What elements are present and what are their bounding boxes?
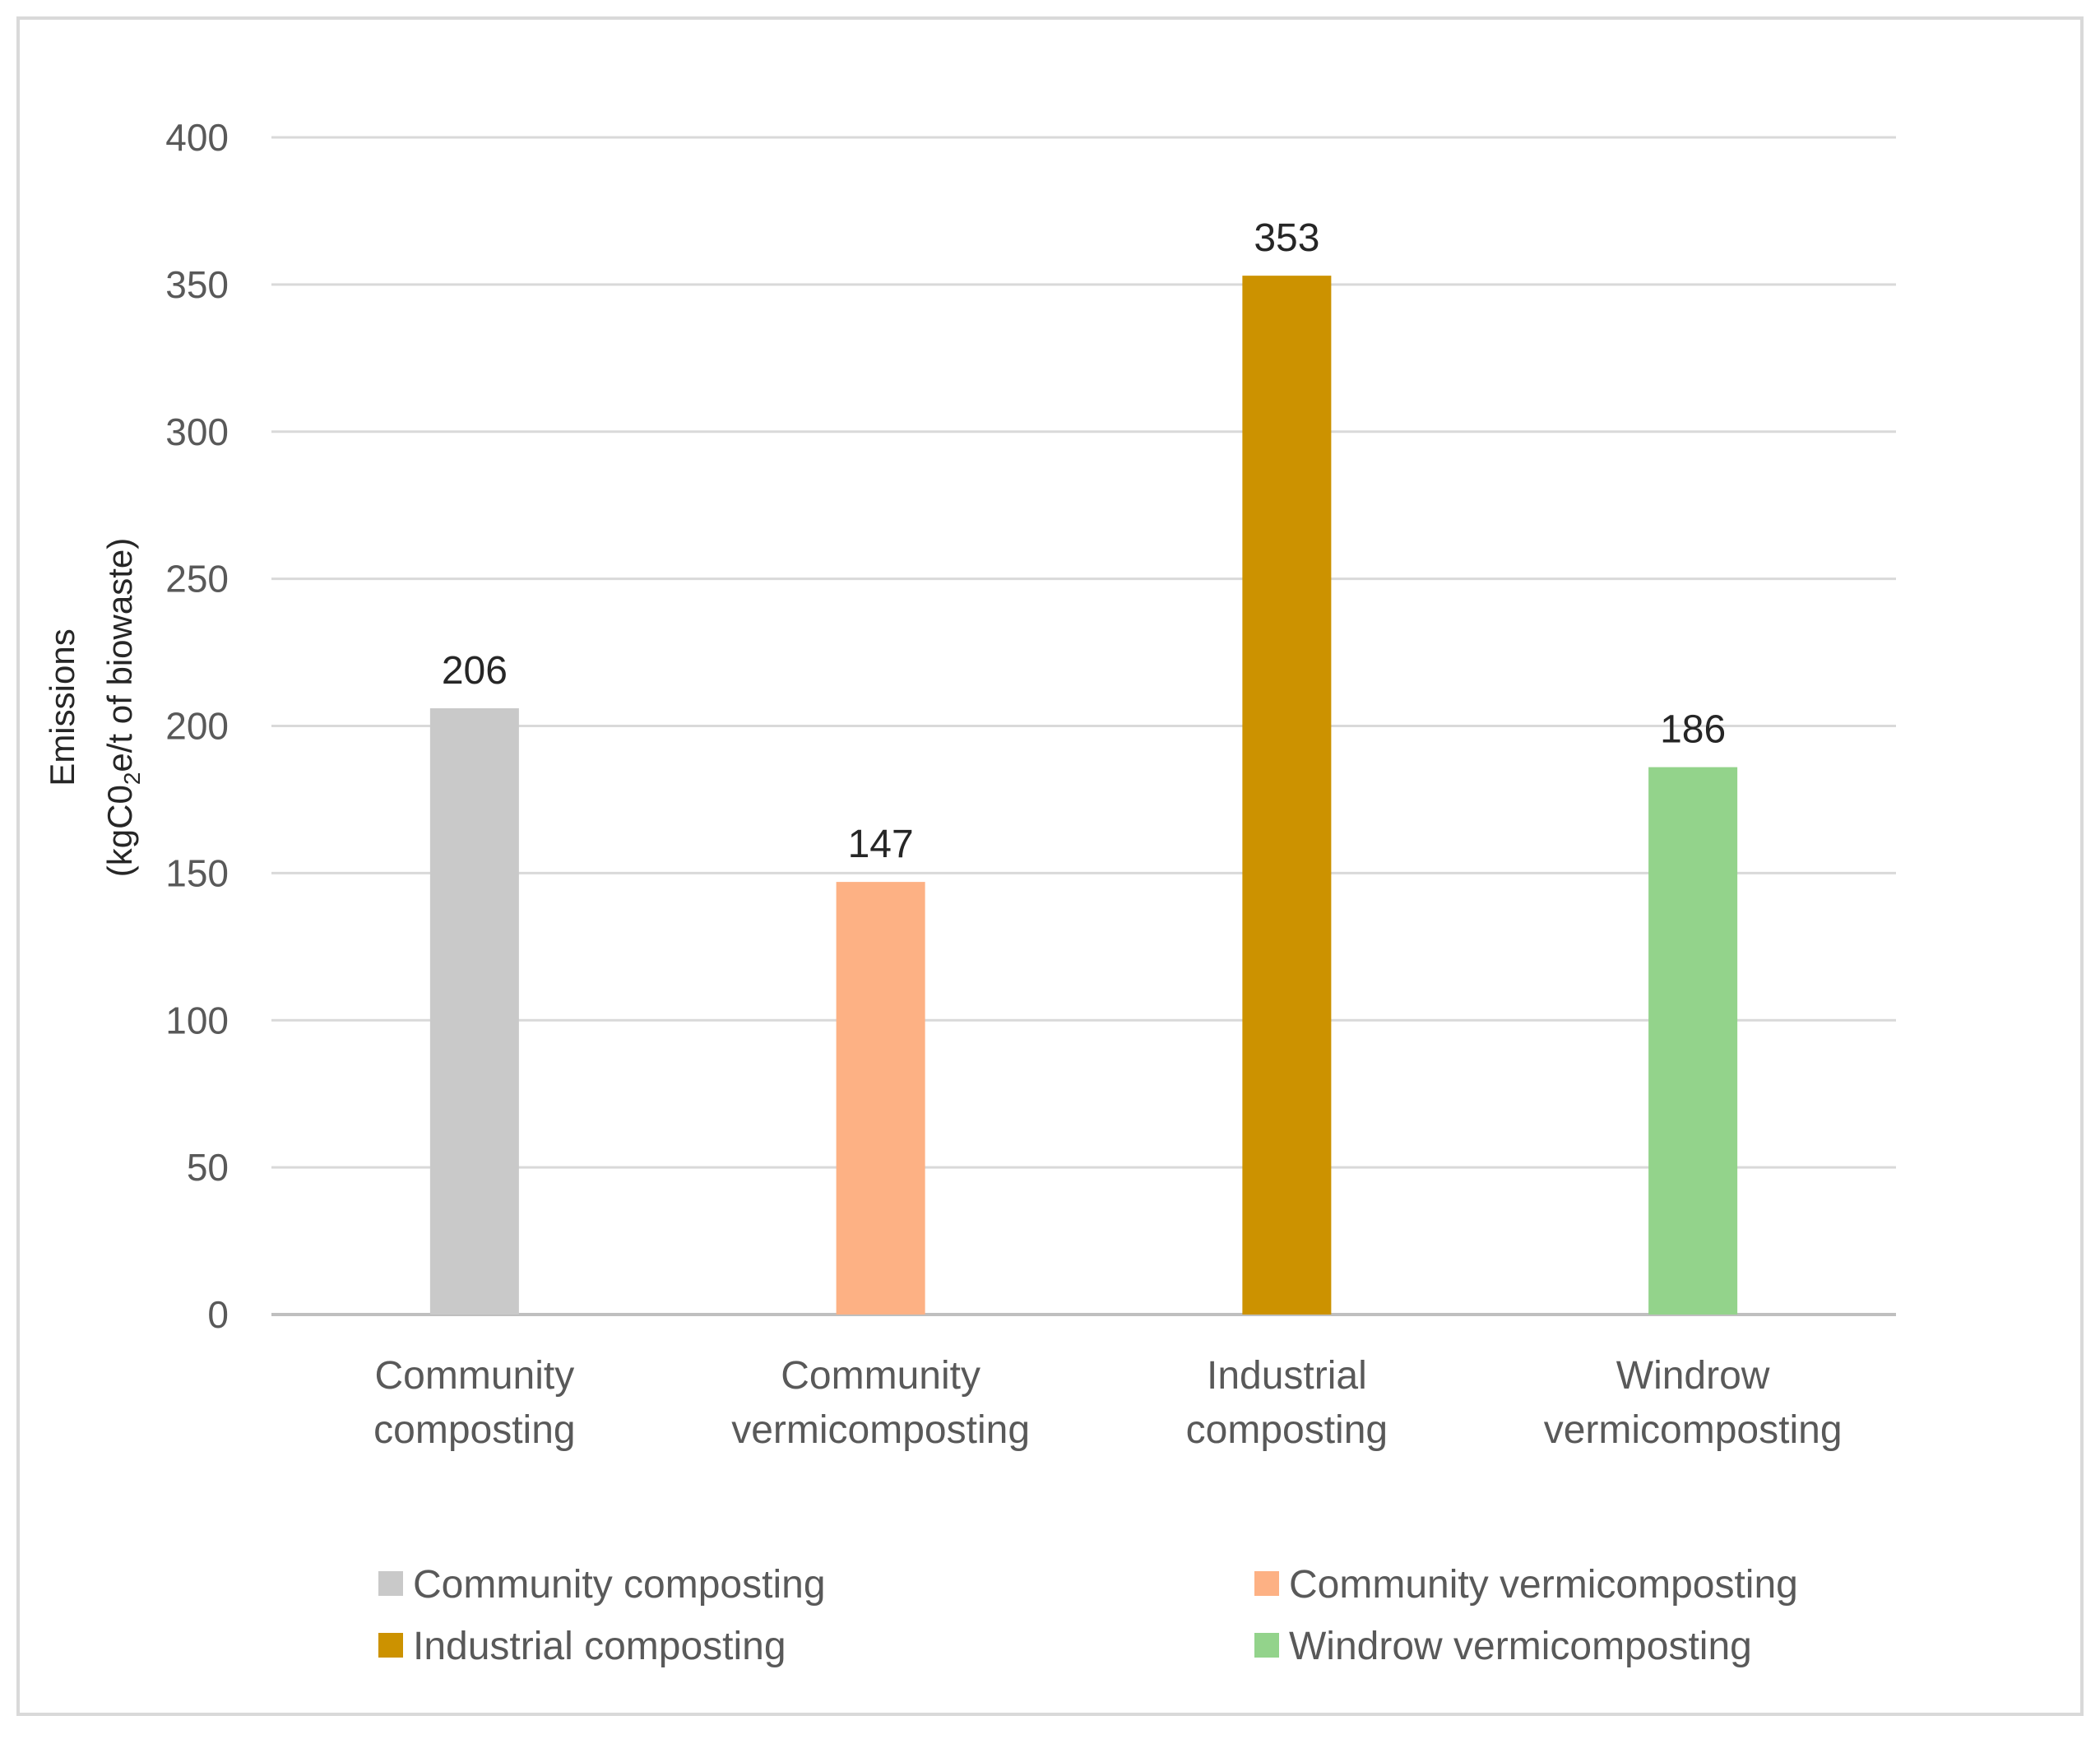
- data-label: 147: [848, 823, 914, 866]
- y-tick-label: 350: [165, 263, 229, 306]
- legend-swatch: [1254, 1633, 1279, 1658]
- y-tick-label: 400: [165, 116, 229, 159]
- legend-swatch: [378, 1571, 403, 1596]
- y-axis-title-line2: (kgC02e/t of biowaste): [100, 538, 145, 877]
- x-category-label-line2: composting: [373, 1408, 575, 1452]
- legend: Community composting Community vermicompo…: [378, 1563, 1798, 1668]
- data-label: 353: [1254, 216, 1319, 260]
- legend-label: Windrow vermicomposting: [1289, 1625, 1752, 1668]
- x-axis-categories: Community composting Community vermicompost…: [373, 1354, 1842, 1452]
- x-category-label-line2: vermicomposting: [1544, 1408, 1843, 1452]
- bar: [1242, 276, 1332, 1315]
- bar: [836, 882, 925, 1315]
- data-label: 186: [1660, 708, 1726, 752]
- y-tick-label: 200: [165, 705, 229, 748]
- x-category-label-line1: Windrow: [1616, 1354, 1770, 1398]
- y-tick-label: 50: [187, 1146, 229, 1189]
- x-category-label-line2: vermicomposting: [731, 1408, 1030, 1452]
- legend-swatch: [1254, 1571, 1279, 1596]
- x-category-label-line1: Community: [375, 1354, 575, 1398]
- gridlines: [271, 136, 1896, 1316]
- data-labels: 206 147 353 186: [442, 216, 1726, 866]
- legend-label: Industrial composting: [413, 1625, 786, 1668]
- x-category-label-line1: Community: [781, 1354, 980, 1398]
- legend-label: Community vermicomposting: [1289, 1563, 1798, 1607]
- y-axis-title-line1: Emissions: [43, 628, 81, 786]
- y-tick-label: 300: [165, 410, 229, 453]
- y-tick-label: 0: [207, 1293, 229, 1336]
- y-tick-label: 250: [165, 558, 229, 601]
- bars: [429, 276, 1738, 1315]
- data-label: 206: [442, 649, 508, 693]
- y-axis-ticks: 0 50 100 150 200 250 300 350 400: [165, 116, 229, 1336]
- bar: [429, 708, 519, 1315]
- chart-frame: [16, 16, 2084, 1716]
- bar: [1648, 767, 1738, 1315]
- y-tick-label: 100: [165, 999, 229, 1041]
- legend-swatch: [378, 1633, 403, 1658]
- x-category-label-line2: composting: [1186, 1408, 1388, 1452]
- y-tick-label: 150: [165, 851, 229, 894]
- x-category-label-line1: Industrial: [1207, 1354, 1367, 1398]
- legend-label: Community composting: [413, 1563, 826, 1607]
